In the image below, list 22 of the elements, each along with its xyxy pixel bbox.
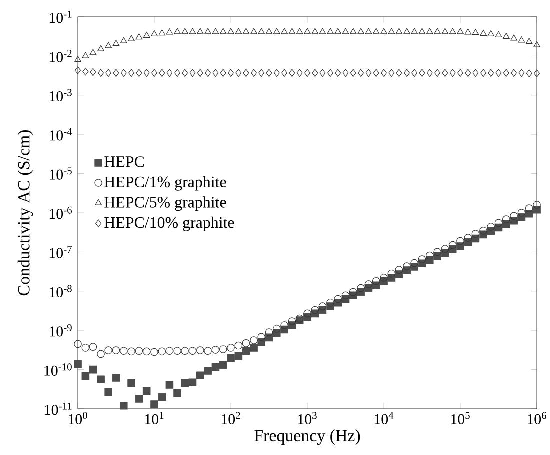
legend-label: HEPC/10% graphite — [104, 216, 234, 232]
y-tick-label: 10$^{-5}$ — [50, 168, 72, 180]
x-tick-label: 10$^{4}$ — [374, 412, 394, 424]
y-tick-label: 10$^{-7}$ — [50, 246, 72, 258]
y-tick-label: 10$^{-3}$ — [50, 89, 72, 102]
y-tick-label: 10$^{-8}$ — [50, 285, 72, 298]
y-tick-label: 10$^{-6}$ — [50, 206, 72, 220]
x-tick-label: 10$^{2}$ — [222, 412, 240, 424]
y-tick-label: 10$^{-1}$ — [50, 10, 72, 24]
x-tick-label: 10$^{6}$ — [528, 412, 547, 424]
legend-label: HEPC/5% graphite — [104, 196, 226, 212]
legend-label: HEPC — [104, 156, 144, 168]
y-axis-title: Conductivity AC (S/cm) — [18, 130, 34, 296]
y-tick-label: 10$^{-9}$ — [50, 324, 72, 337]
x-axis-title: Frequency (Hz) — [254, 430, 360, 446]
x-tick-label: 10$^{3}$ — [298, 412, 317, 424]
y-tick-label: 10$^{-4}$ — [50, 128, 72, 141]
y-tick-label: 10$^{-10}$ — [44, 364, 72, 376]
x-tick-label: 10$^{1}$ — [145, 412, 164, 424]
x-tick-label: 10$^{5}$ — [451, 412, 470, 424]
legend-label: HEPC/1% graphite — [104, 176, 226, 191]
y-tick-label: 10$^{-2}$ — [50, 50, 72, 62]
